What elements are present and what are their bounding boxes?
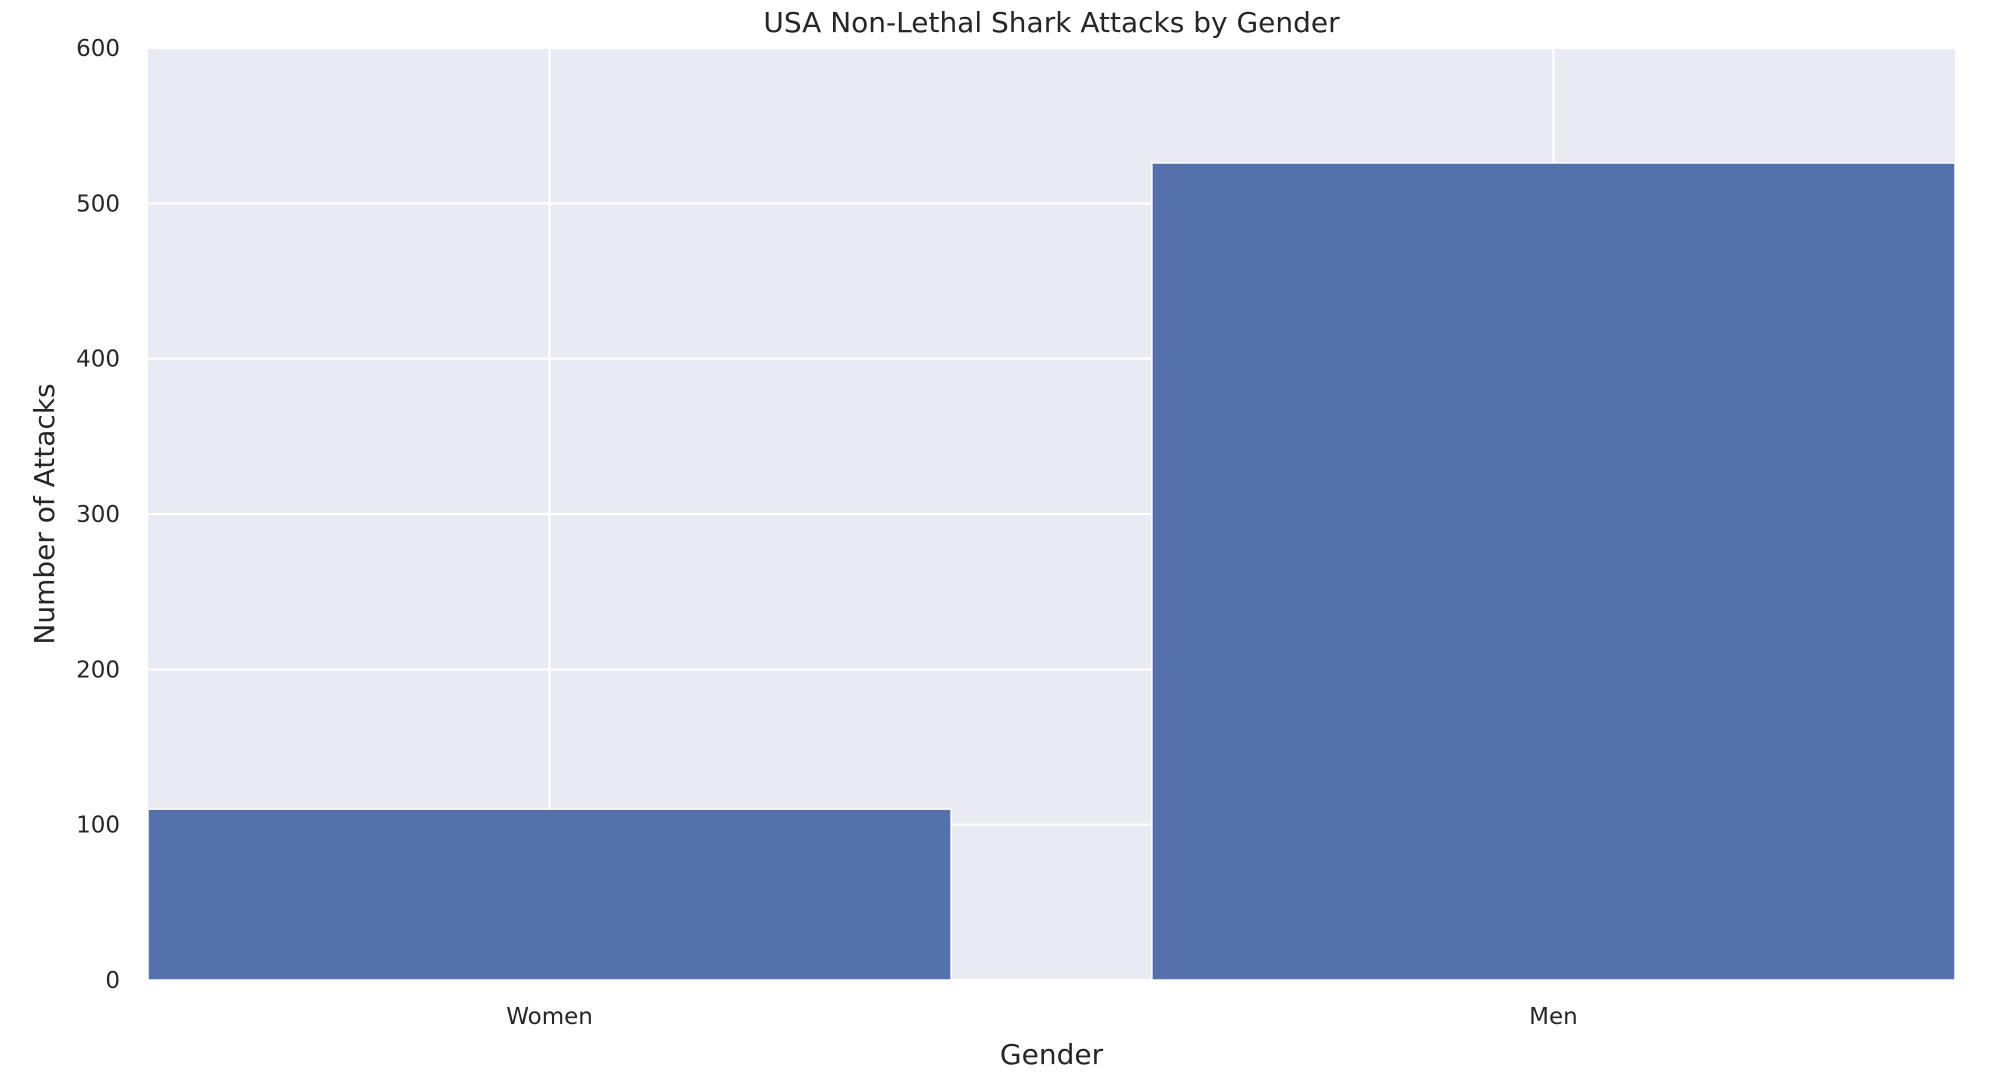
bar-men (1151, 162, 1956, 981)
y-tick-label: 200 (76, 657, 120, 683)
x-tick-label: Women (506, 1004, 593, 1030)
y-tick-label: 600 (76, 36, 120, 62)
y-tick-label: 400 (76, 347, 120, 373)
bar-women (147, 808, 952, 981)
y-tick-label: 500 (76, 191, 120, 217)
y-tick-label: 0 (105, 968, 120, 994)
y-tick-label: 300 (76, 502, 120, 528)
x-tick-label: Men (1529, 1004, 1578, 1030)
bars (147, 162, 1956, 981)
y-axis-ticks: 0 100 200 300 400 500 600 (76, 36, 120, 994)
x-axis-label: Gender (1000, 1038, 1104, 1071)
y-tick-label: 100 (76, 813, 120, 839)
x-axis-ticks: Women Men (506, 1004, 1577, 1030)
y-axis-label: Number of Attacks (28, 383, 61, 644)
chart-title: USA Non-Lethal Shark Attacks by Gender (763, 6, 1340, 39)
